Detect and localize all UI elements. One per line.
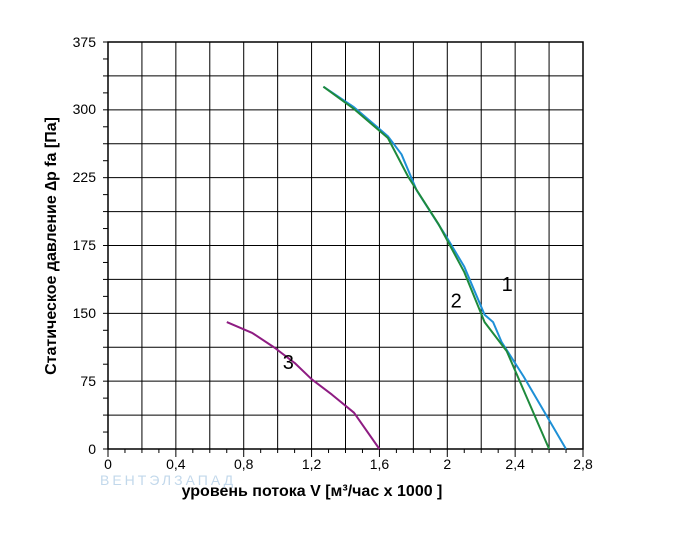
y-tick-label: 300	[73, 101, 97, 117]
series-label-3: 3	[283, 352, 294, 374]
x-axis-label: уровень потока V [м³/час x 1000 ]	[182, 483, 443, 500]
x-tick-label: 0,4	[166, 456, 186, 472]
series-label-1: 1	[502, 274, 513, 296]
tick-labels: 0 0,4 0,8 1,2 1,6 2 2,4 2,8 0 75 150 175 225 300 375	[73, 34, 593, 472]
series-labels: 1 2 3	[283, 274, 513, 374]
series-lines	[226, 85, 567, 450]
y-tick-label: 225	[73, 169, 97, 185]
x-tick-label: 2,8	[573, 456, 593, 472]
series-line-3	[226, 321, 381, 450]
y-tick-label: 175	[73, 237, 97, 253]
watermark-logo: ВЕНТЭЛЗАПАД	[100, 472, 236, 488]
series-line-1	[322, 85, 567, 450]
x-tick-label: 0,8	[234, 456, 254, 472]
series-label-2: 2	[451, 291, 462, 313]
series-line-2	[322, 85, 551, 450]
x-tick-label: 0	[104, 456, 112, 472]
x-tick-label: 2	[443, 456, 451, 472]
y-tick-label: 0	[88, 441, 96, 457]
y-tick-label: 375	[73, 34, 97, 50]
x-tick-label: 1,2	[302, 456, 322, 472]
y-tick-label: 150	[73, 305, 97, 321]
x-tick-label: 1,6	[370, 456, 390, 472]
plot-frame	[103, 41, 584, 457]
y-axis-label: Статическое давление ∆p fa [Па]	[43, 117, 60, 375]
x-tick-label: 2,4	[505, 456, 525, 472]
y-tick-label: 75	[80, 373, 96, 389]
